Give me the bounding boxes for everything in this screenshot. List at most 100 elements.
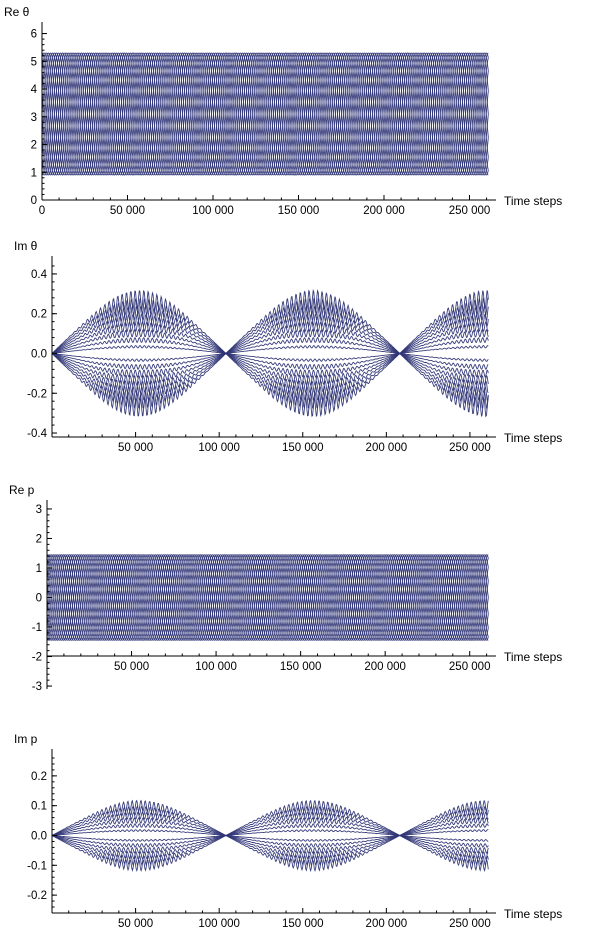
y-axis-label: Im p — [14, 732, 38, 746]
series-curve-6 — [41, 52, 489, 176]
series-curve-5 — [41, 52, 489, 176]
series-curve-12 — [51, 352, 489, 387]
series-curve-14 — [41, 52, 489, 176]
x-tick-label: 0 — [39, 205, 45, 217]
y-tick-label: -0.2 — [27, 890, 47, 902]
y-tick-label: -3 — [32, 681, 42, 693]
x-tick-label: 200 000 — [363, 205, 405, 217]
series-curve-3 — [51, 328, 489, 354]
series-curve-15 — [51, 352, 489, 410]
series-curve-8 — [46, 554, 489, 641]
x-axis-label: Time steps — [504, 650, 562, 664]
y-tick-label: 1 — [31, 167, 37, 179]
series-curve-13 — [41, 52, 489, 176]
x-tick-label: 50 000 — [118, 918, 153, 930]
series-curve-8 — [41, 52, 489, 176]
series-curve-8 — [51, 289, 489, 355]
y-tick-label: -1 — [32, 622, 42, 634]
y-tick-label: 3 — [36, 504, 42, 516]
x-tick-label: 200 000 — [366, 918, 408, 930]
x-tick-label: 200 000 — [366, 442, 408, 454]
series-curve-9 — [46, 554, 489, 641]
x-tick-label: 200 000 — [364, 661, 406, 673]
series-curve-9 — [51, 353, 489, 362]
y-axis-label: Re p — [9, 483, 35, 497]
y-tick-label: 0.1 — [31, 801, 47, 813]
x-axis-label: Time steps — [504, 194, 562, 208]
series-curve-7 — [51, 297, 489, 354]
series-curve-6 — [46, 554, 489, 641]
x-tick-label: 250 000 — [449, 661, 491, 673]
x-tick-label: 100 000 — [198, 918, 240, 930]
series-curve-10 — [51, 353, 489, 371]
x-tick-label: 50 000 — [114, 661, 149, 673]
series-curve-13 — [46, 554, 489, 641]
series-curve-15 — [46, 554, 489, 641]
x-tick-label: 150 000 — [282, 918, 324, 930]
series-curve-4 — [51, 811, 489, 836]
series-curve-16 — [51, 352, 489, 418]
x-tick-label: 250 000 — [449, 918, 491, 930]
y-tick-label: 3 — [31, 112, 37, 124]
y-tick-label: 0.2 — [31, 309, 47, 321]
series-curve-7 — [52, 835, 489, 842]
y-tick-label: 5 — [31, 56, 37, 68]
chart-panel-3: 50 000 100 000 150 000 200 000 250 000 -3 -2 -1… — [9, 483, 562, 693]
series-curve-1 — [51, 345, 489, 354]
y-tick-label: 0 — [36, 593, 42, 605]
y-tick-label: 0 — [31, 195, 37, 207]
y-tick-label: 4 — [31, 84, 38, 96]
x-tick-label: 150 000 — [278, 205, 320, 217]
series-curve-10 — [51, 835, 489, 861]
series-group — [51, 799, 489, 873]
axes — [51, 749, 496, 914]
y-tick-label: 6 — [31, 29, 37, 41]
y-tick-label: 1 — [36, 563, 42, 575]
series-curve-1 — [51, 829, 489, 836]
axes — [51, 256, 496, 438]
series-curve-5 — [46, 554, 489, 641]
series-curve-14 — [46, 554, 489, 641]
series-group — [51, 289, 489, 418]
y-tick-label: 0.2 — [31, 771, 47, 783]
series-curve-15 — [41, 52, 489, 176]
y-tick-label: -0.1 — [27, 860, 47, 872]
x-tick-label: 250 000 — [449, 205, 491, 217]
axes — [46, 500, 496, 689]
y-tick-label: 2 — [36, 533, 42, 545]
x-tick-label: 100 000 — [195, 661, 237, 673]
series-curve-6 — [51, 799, 489, 837]
chart-panel-1: 0 50 000 100 000 150 000 200 000 250 000 0 1 2 3 4… — [4, 5, 562, 217]
series-curve-11 — [51, 353, 489, 379]
series-curve-12 — [51, 834, 489, 873]
series-group — [46, 554, 489, 641]
x-tick-label: 50 000 — [110, 205, 145, 217]
series-curve-2 — [51, 336, 489, 354]
x-tick-label: 250 000 — [449, 442, 491, 454]
series-curve-9 — [41, 52, 489, 176]
y-tick-label: -2 — [32, 652, 42, 664]
series-curve-16 — [46, 554, 489, 641]
series-curve-7 — [46, 554, 489, 641]
y-tick-label: 0.0 — [31, 348, 47, 360]
x-tick-label: 150 000 — [282, 442, 324, 454]
axes — [41, 22, 496, 201]
x-tick-label: 100 000 — [198, 442, 240, 454]
series-curve-9 — [51, 835, 489, 854]
series-curve-2 — [51, 823, 489, 836]
series-curve-16 — [41, 52, 489, 176]
x-tick-label: 50 000 — [118, 442, 153, 454]
chart-panel-2: 50 000 100 000 150 000 200 000 250 000 -0.4 -0… — [14, 239, 562, 454]
x-tick-label: 150 000 — [280, 661, 322, 673]
series-curve-7 — [41, 52, 489, 176]
y-tick-label: 0.4 — [31, 269, 48, 281]
series-curve-8 — [51, 835, 489, 848]
x-axis-label: Time steps — [504, 907, 562, 921]
series-curve-13 — [51, 352, 489, 395]
y-axis-label: Re θ — [4, 5, 30, 19]
y-tick-label: -0.4 — [27, 428, 47, 440]
y-tick-label: 2 — [31, 140, 37, 152]
series-curve-4 — [51, 320, 489, 355]
y-tick-label: 0.0 — [31, 830, 47, 842]
x-axis-label: Time steps — [504, 431, 562, 445]
